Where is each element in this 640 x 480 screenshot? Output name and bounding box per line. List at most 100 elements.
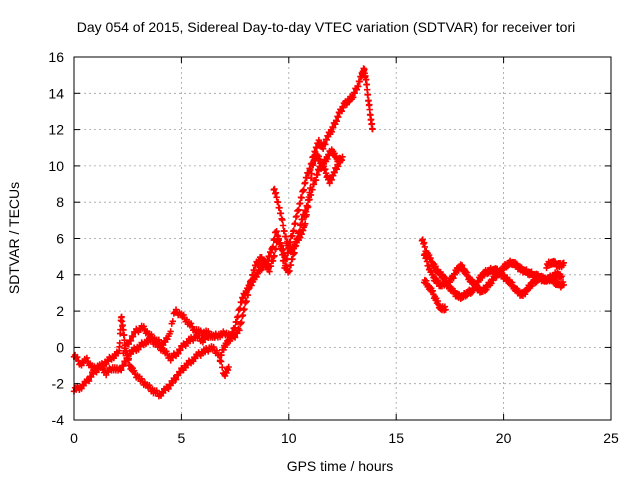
data-point (369, 126, 376, 133)
data-point (118, 366, 125, 374)
data-point (286, 267, 293, 275)
grid (74, 57, 611, 420)
y-tick-label: 4 (56, 267, 64, 283)
data-point (176, 346, 183, 353)
y-tick-label: 14 (48, 85, 64, 101)
data-point (116, 339, 124, 347)
data-points (70, 65, 567, 400)
data-point (236, 305, 244, 312)
data-point (177, 347, 184, 354)
data-point (164, 384, 171, 392)
y-tick-label: 6 (56, 231, 64, 247)
data-point (307, 184, 314, 192)
data-point (243, 297, 250, 305)
data-point (234, 313, 242, 320)
data-point (271, 252, 278, 260)
data-point (287, 261, 295, 269)
data-point (216, 357, 224, 364)
data-point (278, 245, 285, 253)
data-point (297, 200, 304, 207)
data-point (560, 259, 567, 267)
data-point (312, 176, 320, 184)
data-point (280, 257, 287, 265)
y-tick-label: 2 (56, 303, 64, 319)
data-point (302, 220, 309, 227)
data-point (308, 170, 315, 177)
data-point (167, 328, 174, 335)
series-track-e (270, 151, 346, 255)
data-point (177, 369, 184, 376)
data-point (339, 153, 346, 161)
data-point (173, 349, 181, 357)
data-point (125, 340, 132, 348)
data-point (213, 347, 221, 355)
x-axis-label: GPS time / hours (287, 458, 394, 474)
data-point (164, 336, 171, 343)
data-point (298, 194, 305, 202)
data-point (217, 358, 225, 365)
data-point (364, 91, 372, 98)
data-point (236, 327, 243, 334)
data-point (166, 381, 173, 388)
y-tick-label: -2 (52, 376, 65, 392)
data-point (176, 368, 183, 375)
series-track-g (420, 250, 565, 302)
data-point (122, 345, 129, 352)
data-point (267, 263, 275, 270)
data-point (269, 243, 277, 250)
data-point (266, 268, 273, 275)
data-point (277, 239, 284, 247)
data-point (169, 379, 177, 387)
data-point (145, 381, 153, 389)
x-tick-label: 10 (281, 430, 297, 446)
data-point (314, 171, 321, 179)
data-point (210, 343, 217, 351)
data-point (172, 376, 180, 383)
data-point (303, 211, 310, 218)
data-point (85, 377, 93, 385)
x-tick-label: 0 (70, 430, 78, 446)
data-point (225, 363, 232, 371)
data-point (290, 227, 298, 234)
y-tick-label: 8 (56, 194, 64, 210)
x-tick-label: 25 (603, 430, 619, 446)
data-point (165, 385, 172, 393)
data-point (169, 318, 177, 325)
data-point (180, 311, 187, 319)
y-tick-label: -4 (52, 412, 65, 428)
data-point (231, 324, 239, 331)
data-point (229, 330, 237, 338)
y-tick-label: 16 (48, 49, 64, 65)
y-tick-label: 10 (48, 158, 64, 174)
data-point (279, 222, 287, 229)
data-point (300, 186, 308, 194)
data-point (148, 331, 155, 338)
x-tick-label: 15 (388, 430, 404, 446)
data-point (282, 233, 290, 240)
series-track-h (420, 276, 449, 314)
y-tick-label: 12 (48, 122, 64, 138)
data-point (281, 227, 288, 235)
data-point (187, 320, 195, 327)
data-point (179, 365, 186, 373)
x-tick-label: 20 (496, 430, 512, 446)
data-point (279, 216, 286, 224)
data-point (292, 220, 299, 227)
data-point (130, 367, 138, 374)
data-point (127, 337, 135, 345)
data-point (74, 353, 81, 361)
data-point (174, 350, 182, 358)
data-point (138, 375, 145, 382)
data-point (219, 364, 226, 371)
data-point (560, 281, 567, 289)
chart-title: Day 054 of 2015, Sidereal Day-to-day VTE… (77, 19, 576, 35)
data-point (83, 354, 91, 362)
data-point (442, 306, 449, 313)
series-track-i (543, 257, 567, 272)
y-tick-label: 0 (56, 339, 64, 355)
axis-ticks: 0 5 10 15 20 25 -4 -2 0 2 4 6 8 10 12 14 16 (48, 49, 619, 446)
data-point (304, 203, 312, 211)
data-point (276, 204, 283, 211)
data-point (129, 333, 137, 340)
